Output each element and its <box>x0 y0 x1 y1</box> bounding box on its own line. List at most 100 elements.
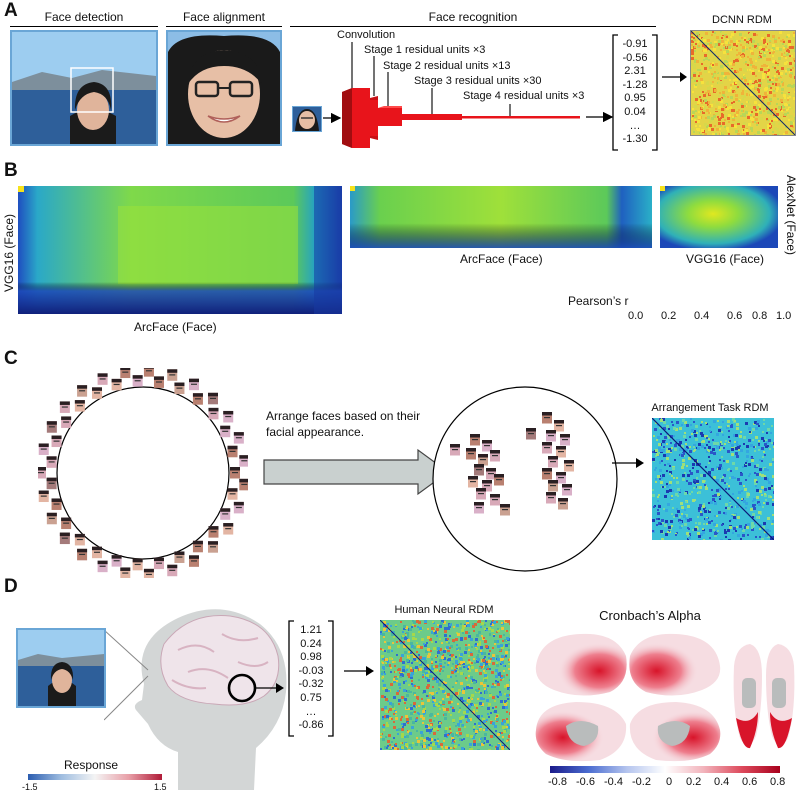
rdm-cell <box>506 684 509 687</box>
rdm-cell <box>431 627 434 630</box>
rdm-cell <box>695 522 697 524</box>
rdm-cell <box>691 74 694 77</box>
rdm-cell <box>768 124 771 127</box>
rdm-cell <box>736 114 738 116</box>
rdm-cell <box>473 726 475 728</box>
rdm-cell <box>704 49 707 52</box>
rdm-cell <box>768 487 771 490</box>
rdm-cell <box>457 723 460 726</box>
rdm-cell <box>722 421 724 423</box>
rdm-cell <box>696 477 698 479</box>
rdm-cell <box>700 432 703 435</box>
rdm-cell <box>717 493 720 496</box>
rdm-cell <box>713 476 716 479</box>
rdm-cell <box>763 64 766 67</box>
rdm-cell <box>723 447 725 449</box>
rdm-cell <box>698 45 700 47</box>
rdm-cell <box>429 692 431 694</box>
rdm-cell <box>727 529 730 532</box>
rdm-cell <box>770 37 772 39</box>
rdm-cell <box>755 113 758 116</box>
rdm-cell <box>714 71 716 73</box>
rdm-cell <box>792 95 794 97</box>
rdm-cell <box>777 134 779 135</box>
rdm-cell <box>757 58 760 61</box>
alpha-tick: -0.2 <box>632 776 651 788</box>
rdm-cell <box>758 79 761 82</box>
rdm-cell <box>439 648 442 651</box>
network-label-stage-2: Stage 2 residual units ×13 <box>383 60 511 72</box>
rdm-cell <box>724 86 727 89</box>
rdm-cell <box>704 67 707 70</box>
rdm-cell <box>748 38 750 40</box>
rdm-cell <box>397 645 400 648</box>
rdm-cell <box>712 81 714 83</box>
rdm-cell <box>417 698 419 700</box>
rdm-cell <box>776 113 779 116</box>
rdm-cell <box>708 128 711 131</box>
face-thumbnail <box>542 468 552 480</box>
face-detection-header: Face detection <box>44 10 124 24</box>
rdm-cell <box>771 120 773 122</box>
rdm-cell <box>397 676 399 678</box>
arrangement-task-rdm <box>652 418 774 540</box>
rdm-cell <box>672 467 675 470</box>
rdm-cell <box>694 528 697 531</box>
rdm-cell <box>765 107 768 110</box>
rdm-cell <box>788 40 791 43</box>
rdm-cell <box>765 46 767 48</box>
face-thumbnail <box>38 467 46 479</box>
rdm-cell <box>682 419 685 422</box>
rdm-cell <box>744 75 746 77</box>
rdm-cell <box>755 536 757 538</box>
rdm-cell <box>745 422 748 425</box>
rdm-cell <box>690 472 693 475</box>
rdm-cell <box>728 539 731 540</box>
rdm-cell <box>429 747 432 750</box>
rdm-cell <box>702 505 705 508</box>
rdm-cell <box>450 695 453 698</box>
rdm-cell <box>757 88 760 91</box>
rdm-cell <box>756 496 759 499</box>
rdm-cell <box>716 446 719 449</box>
rdm-cell <box>423 745 426 748</box>
rdm-cell <box>494 640 497 643</box>
rdm-cell <box>382 633 385 636</box>
rdm-cell <box>696 80 698 82</box>
face-thumbnail <box>61 416 72 428</box>
rdm-cell <box>758 425 760 427</box>
rdm-cell <box>661 477 663 479</box>
rdm-cell <box>472 625 475 628</box>
rdm-cell <box>440 668 442 670</box>
rdm-cell <box>752 428 755 431</box>
rdm-cell <box>469 661 471 663</box>
rdm-cell <box>746 495 749 498</box>
rdm-cell <box>662 522 664 524</box>
rdm-cell <box>744 105 746 107</box>
rdm-cell <box>404 698 407 701</box>
rdm-cell <box>434 739 436 741</box>
rdm-cell <box>783 133 785 135</box>
rdm-cell <box>789 96 791 98</box>
rdm-cell <box>670 442 672 444</box>
rdm-cell <box>707 116 710 119</box>
rdm-cell <box>791 46 794 49</box>
rdm-cell <box>752 516 754 518</box>
rdm-cell <box>508 663 510 665</box>
rdm-cell <box>433 647 436 650</box>
rdm-cell <box>700 533 703 536</box>
rdm-cell <box>772 134 774 135</box>
rdm-cell <box>389 744 391 746</box>
rdm-cell <box>675 443 677 445</box>
rdm-cell <box>756 34 758 36</box>
rdm-cell <box>741 78 743 80</box>
rdm-cell <box>475 643 477 645</box>
rdm-cell <box>681 424 683 426</box>
rdm-cell <box>660 481 663 484</box>
neural-vector: 1.21 0.24 0.98 -0.03 -0.32 0.75 … -0.86 <box>290 624 332 733</box>
rdm-cell <box>736 49 738 51</box>
pearson-tick: 0.4 <box>694 310 710 322</box>
rdm-cell <box>445 727 448 730</box>
rdm-cell <box>740 538 742 540</box>
rdm-cell <box>779 121 782 124</box>
